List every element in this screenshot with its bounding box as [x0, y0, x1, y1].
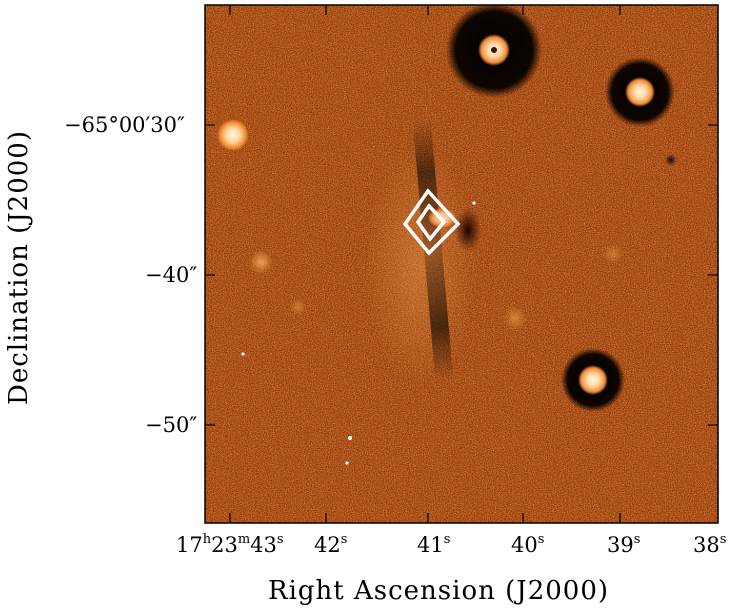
x-tick-label: 40s — [511, 532, 545, 557]
star — [625, 77, 655, 107]
x-tick-seconds: 40 — [511, 533, 538, 557]
star — [348, 436, 352, 440]
x-tick-seconds: 39 — [607, 533, 634, 557]
star-core — [491, 47, 497, 53]
x-tick-label: 17h23m43s — [176, 532, 284, 557]
star — [249, 250, 273, 274]
y-tick-label: −40″ — [145, 263, 198, 287]
plot-frame — [204, 4, 719, 524]
x-tick-minutes: 23 — [211, 533, 238, 557]
x-tick-label: 41s — [417, 532, 451, 557]
x-tick-seconds: 38 — [693, 533, 720, 557]
y-tick-label: −50″ — [145, 413, 198, 437]
x-tick-label: 39s — [607, 532, 641, 557]
star — [345, 461, 349, 465]
contour-inner — [415, 203, 447, 242]
x-tick-label: 38s — [693, 532, 727, 557]
x-tick-seconds: 41 — [417, 533, 444, 557]
x-tick-seconds: 42 — [314, 533, 341, 557]
dark-feature — [455, 208, 481, 252]
x-axis-title: Right Ascension (J2000) — [268, 576, 610, 606]
star — [578, 365, 608, 395]
dark-spot — [665, 154, 677, 166]
x-tick-hours: 17 — [176, 533, 203, 557]
contour-outer — [402, 188, 461, 256]
tick-marks — [205, 5, 718, 523]
star — [503, 306, 527, 330]
y-tick-label: −65°00′30″ — [64, 113, 185, 137]
star — [290, 299, 306, 315]
x-tick-label: 42s — [314, 532, 348, 557]
y-axis-title: Declination (J2000) — [4, 130, 34, 405]
x-tick-seconds: 43 — [250, 533, 277, 557]
star — [472, 201, 476, 205]
star — [603, 244, 623, 264]
star — [217, 119, 249, 151]
star — [241, 352, 245, 356]
